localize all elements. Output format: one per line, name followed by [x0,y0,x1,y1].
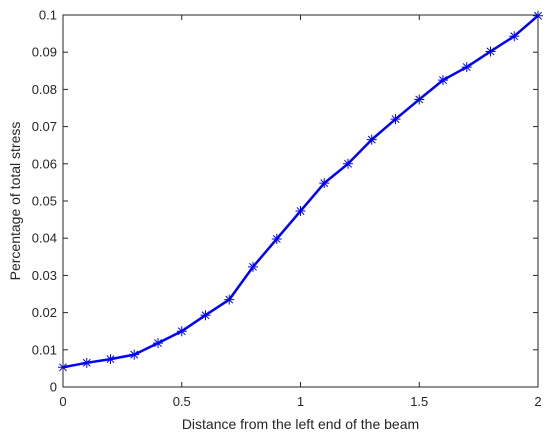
y-axis-label: Percentage of total stress [7,122,23,281]
y-tick-label: 0.01 [32,342,57,357]
y-tick-label: 0.03 [32,268,57,283]
data-point-marker [224,294,235,305]
data-point-marker [200,310,211,321]
data-point-marker [485,46,496,57]
y-tick-label: 0.06 [32,156,57,171]
data-point-marker [176,326,187,337]
y-tick-label: 0.02 [32,305,57,320]
x-tick-label: 2 [534,394,541,409]
data-point-marker [461,62,472,73]
x-tick-label: 0.5 [173,394,191,409]
data-point-marker [390,114,401,125]
x-tick-label: 1 [297,394,304,409]
data-point-marker [248,261,258,272]
data-point-marker [129,349,140,360]
y-tick-label: 0.1 [39,8,57,23]
x-tick-label: 1.5 [410,394,428,409]
data-point-marker [343,158,353,169]
data-point-marker [414,94,425,105]
y-tick-label: 0 [50,380,57,395]
data-point-marker [271,233,282,244]
y-tick-label: 0.07 [32,119,57,134]
data-point-marker [105,354,116,365]
data-point-marker [509,31,520,42]
x-tick-label: 0 [59,394,66,409]
plot-area [63,15,538,387]
data-point-marker [438,75,448,86]
x-axis-label: Distance from the left end of the beam [182,416,419,432]
axes-box [62,14,539,388]
data-point-marker [81,357,92,368]
data-point-marker [295,206,306,217]
tick-labels: 0 0.5 1 1.5 2 0 0.01 0.02 0.03 0.04 0.05 0.06 0.07 0.… [32,8,542,410]
data-point-marker [319,178,330,189]
data-point-marker [153,338,163,349]
y-tick-label: 0.04 [32,231,57,246]
data-point-marker [366,134,377,145]
y-tick-label: 0.09 [32,45,57,60]
y-tick-label: 0.08 [32,82,57,97]
y-tick-label: 0.05 [32,194,57,209]
